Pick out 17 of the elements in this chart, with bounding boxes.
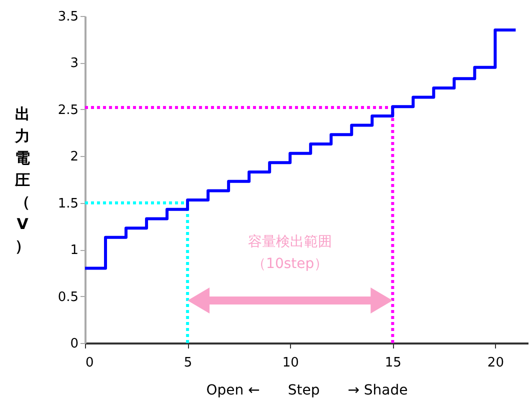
x-tick-label: 15 (384, 356, 402, 370)
x-tick-label: 20 (487, 356, 504, 370)
y-tick-label: 1.5 (58, 196, 78, 212)
x-tick-label: 10 (282, 356, 299, 370)
y-tick-label: 0 (70, 336, 78, 352)
x-tick-label: 0 (86, 356, 94, 370)
y-tick-label: 0.5 (58, 290, 78, 305)
x-axis-title: Open ← Step → Shade (206, 382, 408, 398)
annotation: （10step） (252, 256, 328, 272)
y-tick-label: 3 (70, 56, 78, 72)
annotation: 容量検出範囲 (248, 234, 332, 250)
y-tick-label: 3.5 (58, 10, 78, 24)
y-tick-label: 2 (70, 150, 78, 165)
x-tick-label: 5 (184, 356, 192, 370)
y-tick-label: 2.5 (58, 102, 78, 118)
y-tick-label: 1 (70, 243, 78, 258)
y-axis-title: 出力電圧（V） (14, 105, 30, 255)
